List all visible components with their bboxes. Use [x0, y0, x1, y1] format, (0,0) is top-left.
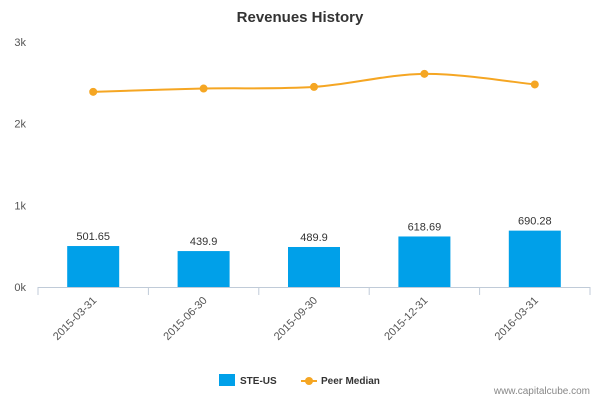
x-tick-label: 2016-03-31 — [493, 295, 541, 343]
x-tick-label: 2015-09-30 — [272, 295, 320, 343]
legend-swatch-peer-median-marker[interactable] — [305, 377, 313, 385]
bar-data-label: 618.69 — [408, 221, 442, 233]
bar-data-label: 501.65 — [76, 231, 110, 243]
bar-data-label: 439.9 — [190, 236, 218, 248]
line-series — [89, 69, 539, 96]
y-tick-label: 2k — [14, 119, 26, 131]
y-tick-label: 1k — [14, 200, 26, 212]
bar-ste-us[interactable] — [67, 246, 120, 287]
legend: STE-US Peer Median — [219, 374, 380, 387]
bar-ste-us[interactable] — [288, 246, 340, 287]
y-tick-label: 3k — [14, 37, 26, 49]
peer-median-point[interactable] — [420, 69, 429, 78]
peer-median-point[interactable] — [310, 82, 318, 91]
legend-label-peer-median[interactable]: Peer Median — [321, 376, 380, 387]
legend-swatch-ste-us[interactable] — [219, 374, 235, 386]
bar-series — [67, 230, 561, 287]
peer-median-point[interactable] — [199, 84, 208, 93]
chart-title: Revenues History — [237, 9, 364, 26]
x-tick-label: 2015-03-31 — [51, 295, 99, 343]
peer-median-point[interactable] — [530, 80, 539, 89]
bar-data-label: 489.9 — [300, 232, 328, 244]
bar-ste-us[interactable] — [177, 251, 230, 287]
bar-ste-us[interactable] — [398, 236, 451, 287]
peer-median-point[interactable] — [89, 87, 98, 96]
bar-ste-us[interactable] — [508, 230, 561, 287]
bar-data-label: 690.28 — [518, 216, 552, 228]
legend-label-ste-us[interactable]: STE-US — [240, 376, 277, 387]
x-axis: 2015-03-31 2015-06-30 2015-09-30 2015-12-31… — [37, 287, 591, 343]
y-axis: 0k 1k 2k 3k — [14, 37, 26, 294]
bar-data-labels: 501.65 439.9 489.9 618.69 690.28 — [76, 216, 551, 248]
watermark: www.capitalcube.com — [493, 386, 590, 397]
x-tick-label: 2015-06-30 — [161, 295, 209, 343]
y-tick-label: 0k — [14, 282, 26, 294]
x-tick-label: 2015-12-31 — [382, 295, 430, 343]
